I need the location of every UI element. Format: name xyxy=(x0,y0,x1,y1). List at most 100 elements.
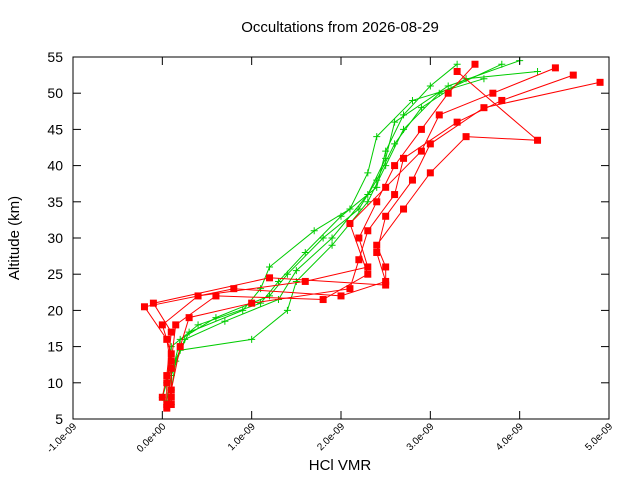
data-point xyxy=(400,154,408,162)
data-point xyxy=(480,104,488,112)
data-point xyxy=(417,147,425,155)
data-point xyxy=(408,176,416,184)
series-1 xyxy=(140,60,604,412)
data-point xyxy=(163,372,171,380)
data-point xyxy=(534,67,542,75)
data-point xyxy=(248,335,256,343)
data-point xyxy=(471,60,479,68)
data-point xyxy=(417,104,425,112)
data-point xyxy=(163,379,171,387)
data-point xyxy=(194,321,202,329)
data-point xyxy=(149,299,157,307)
data-point xyxy=(221,317,229,325)
data-point xyxy=(283,270,291,278)
data-point xyxy=(328,234,336,242)
y-tick-label: 20 xyxy=(47,302,63,318)
chart-title: Occultations from 2026-08-29 xyxy=(241,19,439,36)
data-point xyxy=(426,169,434,177)
data-point xyxy=(364,198,372,206)
data-point xyxy=(551,64,559,72)
data-point xyxy=(453,60,461,68)
data-point xyxy=(248,299,256,307)
data-point xyxy=(426,82,434,90)
x-tick-label: 2.0e-09 xyxy=(315,421,347,453)
y-tick-label: 45 xyxy=(47,121,63,137)
series-line xyxy=(170,71,538,405)
data-point xyxy=(212,314,220,322)
data-point xyxy=(167,350,175,358)
series-line xyxy=(166,60,520,401)
y-tick-label: 25 xyxy=(47,266,63,282)
data-point xyxy=(364,169,372,177)
data-point xyxy=(373,198,381,206)
data-point xyxy=(489,89,497,97)
series-line xyxy=(143,81,601,398)
x-tick-label: 5.0e-09 xyxy=(583,421,615,453)
data-point xyxy=(391,191,399,199)
data-point xyxy=(426,140,434,148)
data-point xyxy=(140,303,148,311)
data-point xyxy=(391,162,399,170)
data-point xyxy=(346,285,354,293)
data-point xyxy=(364,270,372,278)
y-axis-label: Altitude (km) xyxy=(6,196,23,280)
y-tick-label: 15 xyxy=(47,339,63,355)
data-point xyxy=(596,78,604,86)
data-point xyxy=(382,162,390,170)
data-point xyxy=(534,136,542,144)
data-point xyxy=(364,263,372,271)
data-point xyxy=(167,401,175,409)
data-point xyxy=(266,274,274,282)
data-point xyxy=(328,241,336,249)
data-point xyxy=(167,357,175,365)
y-tick-label: 10 xyxy=(47,375,63,391)
data-point xyxy=(382,212,390,220)
data-point xyxy=(292,267,300,275)
data-point xyxy=(176,343,184,351)
series-line xyxy=(170,78,485,391)
data-point xyxy=(480,75,488,83)
data-point xyxy=(373,241,381,249)
data-point xyxy=(364,191,372,199)
y-axis: 5 10 15 20 25 30 35 40 45 50 55 xyxy=(47,49,609,427)
data-point xyxy=(462,133,470,141)
y-tick-label: 30 xyxy=(47,230,63,246)
data-point xyxy=(172,321,180,329)
y-tick-label: 35 xyxy=(47,194,63,210)
data-point xyxy=(212,292,220,300)
data-point xyxy=(158,393,166,401)
data-point xyxy=(185,314,193,322)
data-point xyxy=(346,205,354,213)
data-point xyxy=(569,71,577,79)
data-point xyxy=(373,133,381,141)
x-axis-label: HCl VMR xyxy=(309,457,372,474)
data-point xyxy=(382,263,390,271)
data-point xyxy=(158,321,166,329)
series-line xyxy=(161,63,476,405)
data-point xyxy=(257,285,265,293)
data-point xyxy=(266,292,274,300)
x-tick-label: 0.0e+00 xyxy=(135,421,169,455)
data-point xyxy=(301,248,309,256)
data-point xyxy=(310,227,318,235)
data-point xyxy=(400,205,408,213)
series-line xyxy=(170,67,556,405)
series-line xyxy=(166,63,458,405)
series-line xyxy=(166,74,574,409)
data-point xyxy=(163,335,171,343)
data-point xyxy=(400,125,408,133)
data-point xyxy=(417,125,425,133)
plot-frame xyxy=(72,56,610,420)
data-point xyxy=(266,263,274,271)
y-tick-label: 50 xyxy=(47,85,63,101)
data-point xyxy=(185,328,193,336)
data-point xyxy=(346,220,354,228)
data-point xyxy=(319,234,327,242)
data-point xyxy=(257,299,265,307)
x-tick-label: 3.0e-09 xyxy=(405,421,437,453)
data-point xyxy=(444,82,452,90)
data-point xyxy=(382,183,390,191)
data-point xyxy=(373,183,381,191)
x-tick-label: 4.0e-09 xyxy=(494,421,526,453)
